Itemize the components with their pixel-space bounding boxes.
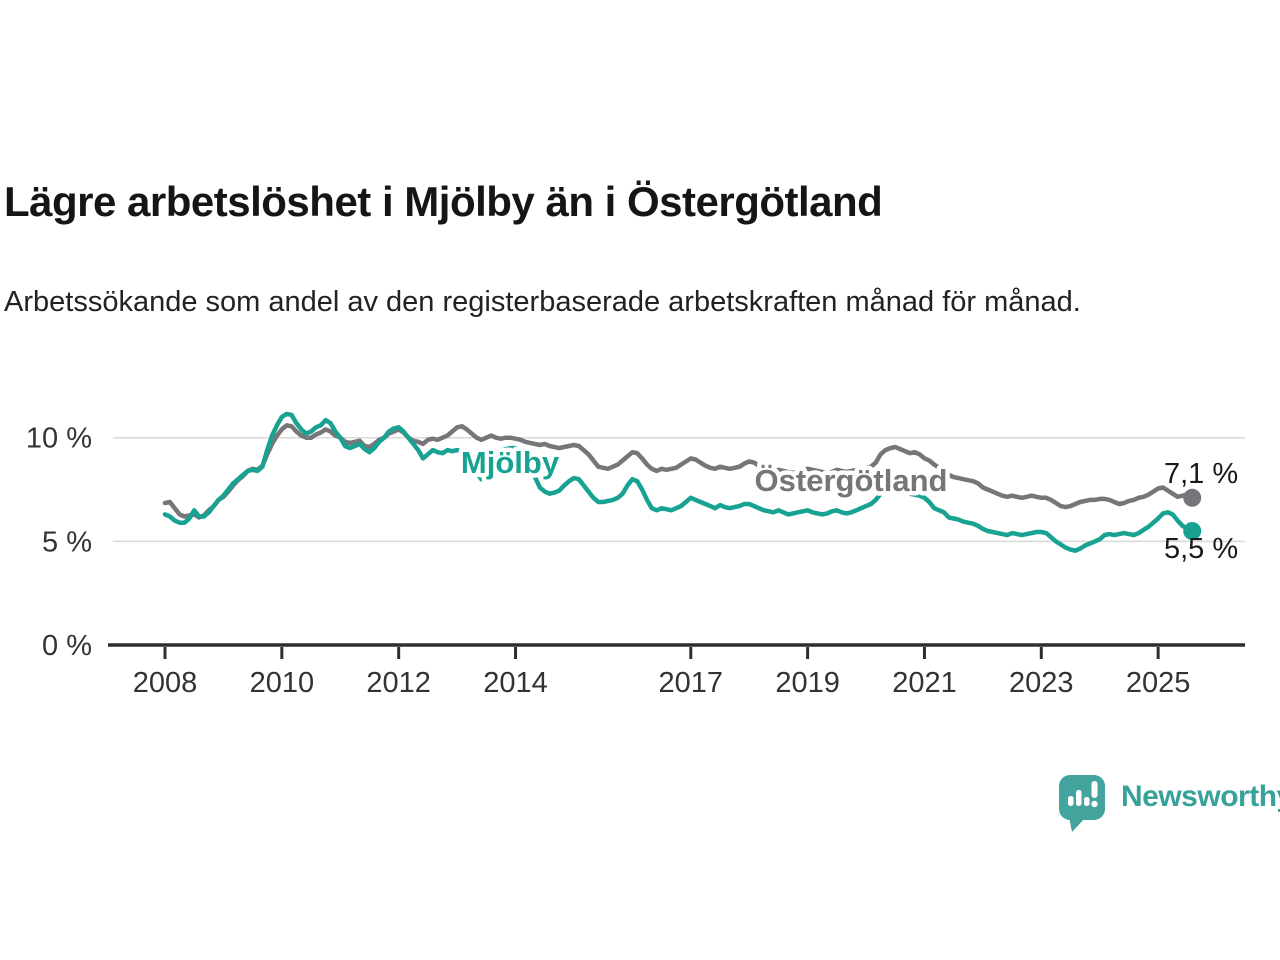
series-label-Mjölby: Mjölby xyxy=(461,445,560,480)
x-tick-label: 2023 xyxy=(1009,667,1074,699)
x-tick-label: 2010 xyxy=(250,667,315,699)
x-tick-label: 2014 xyxy=(483,667,548,699)
series-label-Östergötland: Östergötland xyxy=(755,463,948,498)
chart-subtitle: Arbetssökande som andel av den registerb… xyxy=(4,286,1081,318)
series-end-dot-Östergötland xyxy=(1183,488,1202,507)
y-tick-label: 0 % xyxy=(42,630,92,662)
series-line-Mjölby xyxy=(162,411,1195,553)
x-tick-label: 2019 xyxy=(775,667,840,699)
newsworthy-logo-text: Newsworthy xyxy=(1121,780,1280,813)
x-tick-label: 2008 xyxy=(133,667,198,699)
newsworthy-logo-icon xyxy=(1059,775,1105,832)
series-line-Östergötland xyxy=(162,423,1195,520)
series-end-dot-Mjölby xyxy=(1183,522,1202,540)
page-title: Lägre arbetslöshet i Mjölby än i Östergö… xyxy=(4,178,883,226)
y-tick-label: 5 % xyxy=(42,526,92,558)
x-tick-label: 2012 xyxy=(366,667,431,699)
series-end-label-Mjölby: 5,5 % xyxy=(1164,533,1238,565)
x-tick-label: 2025 xyxy=(1126,667,1191,699)
x-tick-label: 2021 xyxy=(892,667,957,699)
x-tick-label: 2017 xyxy=(659,667,724,699)
newsworthy-logo: Newsworthy xyxy=(1057,773,1280,833)
series-end-label-Östergötland: 7,1 % xyxy=(1164,458,1238,490)
y-tick-label: 10 % xyxy=(26,423,92,455)
